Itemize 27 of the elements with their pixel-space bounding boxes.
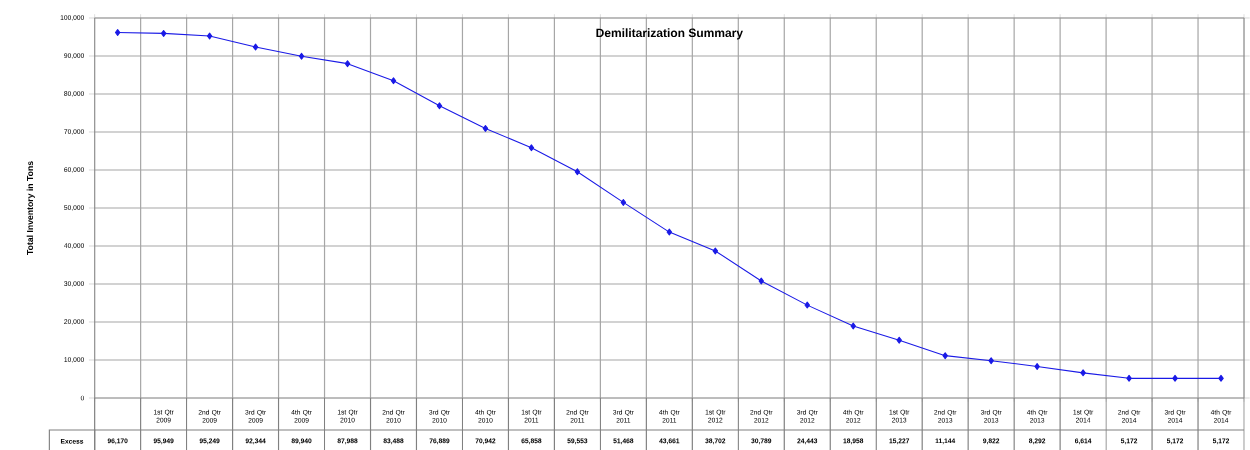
- point: [988, 357, 994, 365]
- point: [804, 301, 810, 309]
- point: [344, 60, 351, 68]
- point: [436, 102, 443, 110]
- point: [1034, 363, 1040, 370]
- point: [574, 168, 581, 176]
- point: [1126, 374, 1132, 382]
- point: [252, 43, 259, 51]
- point: [942, 352, 948, 360]
- point: [896, 336, 902, 344]
- point: [620, 198, 627, 206]
- point: [528, 144, 535, 152]
- point: [298, 52, 305, 60]
- point: [482, 124, 489, 132]
- point: [1172, 374, 1178, 382]
- point: [206, 32, 213, 40]
- y-axis-title: Total Inventory in Tons: [26, 161, 35, 255]
- point: [114, 29, 121, 37]
- point: [1218, 374, 1224, 382]
- point: [1080, 369, 1086, 377]
- point: [666, 228, 673, 236]
- text: Demilitarization Summary: [596, 28, 743, 40]
- point: [390, 77, 397, 85]
- point: [160, 29, 167, 37]
- point: [758, 277, 765, 285]
- point: [712, 247, 719, 255]
- point: [850, 322, 856, 330]
